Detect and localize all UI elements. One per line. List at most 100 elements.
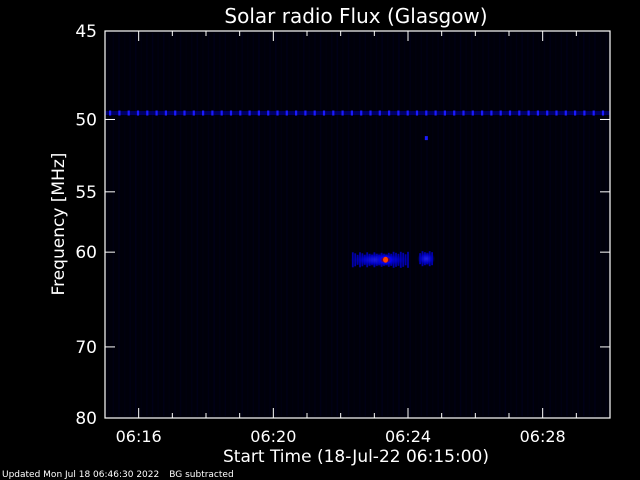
background-streak: [342, 33, 344, 416]
background-streak: [549, 33, 551, 416]
background-streak: [577, 33, 579, 416]
interference-dot: [425, 110, 428, 116]
background-streak: [157, 33, 159, 416]
background-streak: [325, 33, 327, 416]
interference-dot: [118, 110, 121, 116]
background-streak: [459, 33, 462, 416]
background-streak: [431, 33, 434, 416]
interference-dot: [471, 110, 474, 116]
interference-dot: [295, 110, 298, 116]
background-streak: [527, 33, 529, 416]
background-streak: [555, 33, 557, 416]
background-streak: [392, 33, 395, 416]
background-streak: [364, 33, 367, 416]
background-streak: [112, 33, 115, 416]
footer: Updated Mon Jul 18 06:46:30 2022 BG subtr…: [2, 470, 244, 480]
background-streak: [252, 33, 255, 416]
interference-dot: [220, 110, 223, 116]
interference-dot: [304, 110, 307, 116]
background-streak: [510, 33, 512, 416]
interference-dot: [369, 110, 372, 116]
background-streak: [168, 33, 171, 416]
y-tick-label: 80: [75, 409, 97, 429]
background-streak: [219, 33, 221, 416]
y-tick-label: 50: [75, 110, 97, 130]
background-streak: [409, 33, 411, 416]
interference-dot: [555, 110, 558, 116]
background-streak: [353, 33, 355, 416]
interference-dot: [155, 110, 158, 116]
interference-dot: [527, 110, 530, 116]
interference-dot: [453, 110, 456, 116]
interference-dot: [508, 110, 512, 116]
interference-dot: [341, 110, 344, 116]
interference-dot: [546, 110, 549, 116]
interference-dot: [313, 110, 316, 116]
background-streak: [605, 33, 607, 416]
background-streak: [454, 33, 456, 416]
background-streak: [515, 33, 518, 416]
background-streak: [599, 33, 602, 416]
y-tick-label: 45: [75, 22, 97, 42]
interference-dot: [211, 110, 214, 116]
background-streak: [499, 33, 501, 416]
background-streak: [163, 33, 165, 416]
interference-dot: [239, 110, 242, 116]
background-streak: [129, 33, 131, 416]
interference-dot: [378, 110, 381, 116]
background-streak: [476, 33, 479, 416]
background-streak: [571, 33, 574, 416]
background-streak: [174, 33, 176, 416]
x-tick-label: 06:28: [520, 427, 566, 446]
interference-dot: [202, 110, 205, 116]
interference-dot: [174, 110, 177, 116]
background-streak: [275, 33, 277, 416]
burst-region: [417, 251, 436, 266]
background-streak: [196, 33, 199, 416]
background-streak: [191, 33, 193, 416]
background-streak: [263, 33, 266, 416]
interference-dot: [443, 110, 446, 116]
y-tick-label: 60: [75, 243, 97, 263]
interference-dot: [536, 110, 539, 116]
background-streak: [538, 33, 540, 416]
background-streak: [443, 33, 445, 416]
plot-background: [105, 31, 610, 418]
background-streak: [493, 33, 495, 416]
background-streak: [588, 33, 591, 416]
interference-dot: [248, 110, 251, 116]
background-streak: [297, 33, 299, 416]
y-tick-label: 70: [75, 338, 97, 358]
background-streak: [426, 33, 428, 416]
x-axis: 06:16 06:20 06:24 06:28: [104, 31, 611, 446]
interference-dot: [146, 110, 149, 116]
background-streak: [247, 33, 249, 416]
background-streak: [487, 33, 490, 416]
background-streak: [213, 33, 215, 416]
interference-line: [105, 110, 610, 116]
interference-dot: [462, 110, 465, 116]
interference-dot: [267, 110, 270, 116]
background-streak: [230, 33, 232, 416]
interference-dot: [229, 110, 233, 116]
interference-dot: [592, 110, 595, 116]
x-axis-label: Start Time (18-Jul-22 06:15:00): [223, 447, 489, 467]
background-streak: [118, 33, 120, 416]
burst-peak-core: [383, 256, 389, 263]
interference-dot: [481, 110, 484, 116]
interference-dot: [574, 110, 577, 116]
background-streak: [521, 33, 523, 416]
interference-dot: [285, 110, 288, 116]
interference-dot: [518, 110, 521, 116]
background-streak: [151, 33, 154, 416]
background-streak: [185, 33, 187, 416]
interference-dot: [257, 110, 260, 116]
background-streak: [465, 33, 467, 416]
background-streak: [179, 33, 182, 416]
background-streak: [331, 33, 333, 416]
interference-dot: [164, 110, 167, 116]
background-streak: [135, 33, 137, 416]
interference-dot: [601, 110, 605, 116]
background-streak: [420, 33, 423, 416]
plot-area: [105, 31, 610, 418]
